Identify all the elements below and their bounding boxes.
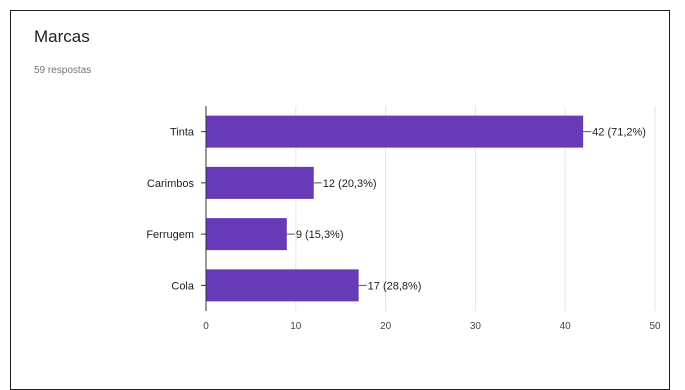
data-label: 17 (28,8%) (368, 280, 422, 292)
axes (201, 106, 207, 311)
bars (206, 115, 584, 302)
data-label: 9 (15,3%) (296, 229, 344, 241)
x-tick-label: 20 (380, 321, 392, 332)
bar (206, 218, 287, 251)
category-label: Cola (171, 280, 195, 292)
chart-title: Marcas (34, 27, 90, 46)
data-label: 42 (71,2%) (592, 127, 646, 139)
x-tick-label: 0 (203, 321, 209, 332)
labels: 0 10 20 30 40 50 Tinta 42 (71,2%) Carimbos 12 (20… (146, 127, 661, 332)
x-tick-label: 10 (290, 321, 302, 332)
chart-card: Marcas 59 respostas 0 10 20 30 40 50 Tinta 42 (… (10, 10, 670, 390)
category-label: Tinta (170, 127, 195, 139)
bar (206, 115, 584, 148)
x-tick-label: 40 (560, 321, 572, 332)
data-label: 12 (20,3%) (323, 178, 377, 190)
bar (206, 166, 314, 199)
bar-chart: 0 10 20 30 40 50 Tinta 42 (71,2%) Carimbos 12 (20… (146, 106, 661, 332)
category-label: Ferrugem (146, 229, 194, 241)
x-tick-label: 50 (649, 321, 661, 332)
response-count: 59 respostas (34, 65, 92, 76)
category-label: Carimbos (147, 178, 195, 190)
x-tick-label: 30 (470, 321, 482, 332)
bar (206, 269, 359, 302)
